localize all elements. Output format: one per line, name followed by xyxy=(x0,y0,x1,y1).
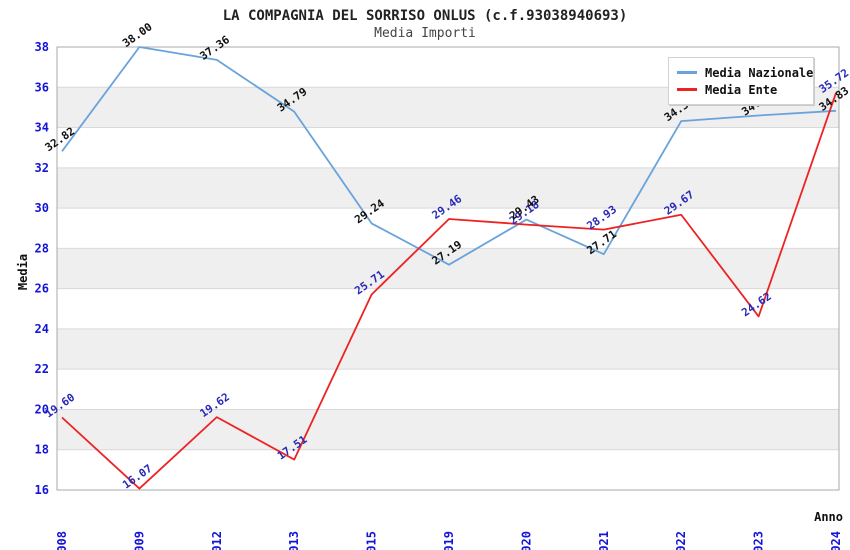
x-tick-label: 2024 xyxy=(829,531,843,550)
y-tick-label: 28 xyxy=(35,241,49,255)
plot-band xyxy=(57,449,839,490)
y-tick-label: 20 xyxy=(35,402,49,416)
y-tick-label: 34 xyxy=(35,121,49,135)
y-axis-title: Media xyxy=(16,254,30,290)
legend-label-media-ente: Media Ente xyxy=(705,82,778,97)
media-ente-line xyxy=(61,92,837,490)
plot-band xyxy=(57,248,839,289)
legend-item-media-nazionale: Media Nazionale xyxy=(677,65,813,81)
y-tick-label: 18 xyxy=(35,443,49,457)
y-tick-label: 30 xyxy=(35,201,49,215)
plot-band xyxy=(57,208,839,249)
y-tick-label: 24 xyxy=(35,322,49,336)
x-tick-label: 2019 xyxy=(442,531,456,550)
y-tick-label: 32 xyxy=(35,161,49,175)
media-nazionale-point-label: 38.00 xyxy=(120,20,155,50)
y-tick-label: 38 xyxy=(35,40,49,54)
plot-frame xyxy=(56,46,840,491)
chart-title: LA COMPAGNIA DEL SORRISO ONLUS (c.f.9303… xyxy=(222,8,628,24)
x-tick-label: 2008 xyxy=(55,531,69,550)
x-tick-label: 2013 xyxy=(287,531,301,550)
media-ente-line-icon xyxy=(677,88,697,91)
media-nazionale-line xyxy=(61,46,837,266)
legend: Media Nazionale Media Ente xyxy=(668,57,814,105)
x-tick-label: 2022 xyxy=(674,531,688,550)
plot-band xyxy=(57,328,839,370)
legend-item-media-ente: Media Ente xyxy=(677,82,805,98)
plot-band xyxy=(57,409,839,450)
x-tick-label: 2023 xyxy=(752,531,766,550)
x-tick-label: 2009 xyxy=(132,531,146,550)
media-nazionale-line-icon xyxy=(677,71,697,74)
chart-subtitle: Media Importi xyxy=(374,26,476,41)
y-tick-label: 16 xyxy=(35,483,49,497)
y-tick-label: 36 xyxy=(35,80,49,94)
y-tick-label: 22 xyxy=(35,362,49,376)
x-tick-label: 2015 xyxy=(365,531,379,550)
plot-band xyxy=(57,369,839,410)
x-tick-label: 2012 xyxy=(210,531,224,550)
plot-band xyxy=(57,288,839,329)
x-tick-label: 2020 xyxy=(519,531,533,550)
y-tick-label: 26 xyxy=(35,282,49,296)
legend-label-media-nazionale: Media Nazionale xyxy=(705,65,814,80)
x-axis-title: Anno xyxy=(814,510,843,524)
plot-band xyxy=(57,167,839,209)
plot-band xyxy=(57,127,839,168)
x-tick-label: 2021 xyxy=(597,531,611,550)
